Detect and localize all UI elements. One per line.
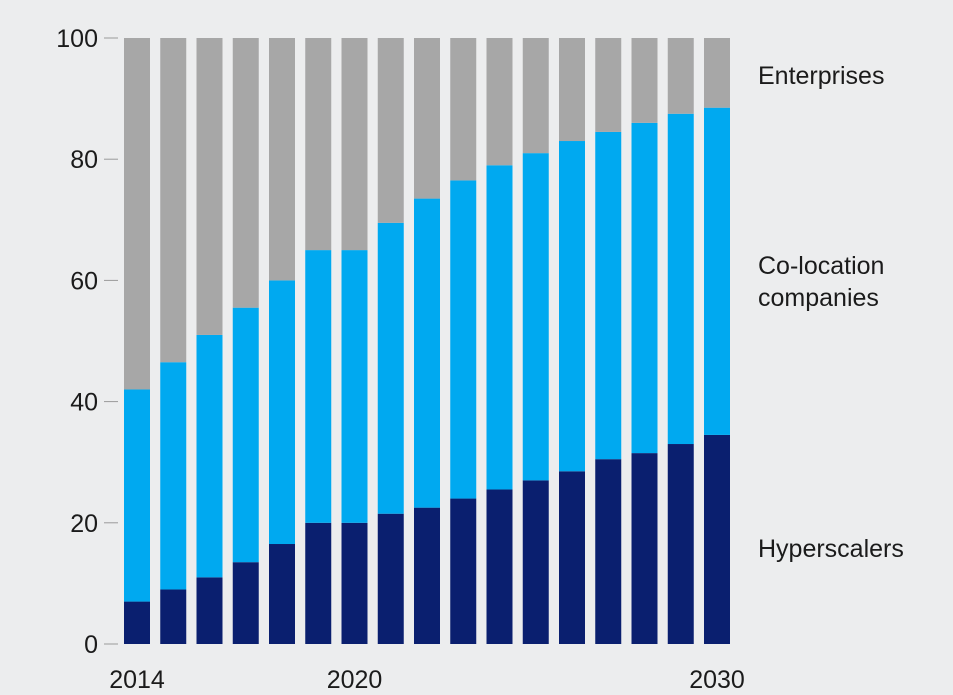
bar-segment-hyperscalers-2027 [595,459,622,644]
bar-segment-co-location-companies-2026 [559,141,585,472]
bar-segment-hyperscalers-2021 [377,513,404,644]
bar-segment-co-location-companies-2017 [232,307,259,563]
bar-segment-hyperscalers-2017 [232,562,259,644]
x-tick-label: 2030 [689,666,745,694]
bar-segment-enterprises-2027 [595,38,622,132]
bar-segment-enterprises-2030 [704,38,730,108]
bar-segment-hyperscalers-2019 [305,522,332,644]
bar-segment-hyperscalers-2028 [631,453,658,644]
y-tick-label: 20 [70,510,98,538]
bar-segment-co-location-companies-2023 [450,180,477,499]
y-tick-label: 80 [70,146,98,174]
bar-segment-co-location-companies-2020 [341,250,368,523]
legend-entry-line: companies [758,284,879,312]
bar-segment-hyperscalers-2025 [522,480,549,644]
bar-segment-co-location-companies-2025 [522,153,549,481]
bar-segment-enterprises-2028 [631,38,658,123]
bar-segment-enterprises-2018 [269,38,295,281]
bar-segment-enterprises-2024 [486,38,513,166]
bar-segment-hyperscalers-2014 [124,601,150,644]
bar-segment-enterprises-2015 [160,38,187,363]
legend-entry-line: Co-location [758,252,884,280]
bar-segment-enterprises-2023 [450,38,477,181]
bar-segment-hyperscalers-2018 [269,544,295,644]
bar-segment-co-location-companies-2029 [667,113,694,445]
x-tick-label: 2014 [109,666,165,694]
bar-segment-enterprises-2017 [232,38,259,308]
bar-segment-hyperscalers-2024 [486,489,513,644]
bar-segment-enterprises-2021 [377,38,404,223]
bar-segment-co-location-companies-2018 [269,280,295,545]
bar-segment-enterprises-2022 [414,38,440,199]
bar-segment-co-location-companies-2027 [595,131,622,460]
bar-segment-hyperscalers-2029 [667,444,694,644]
bar-segment-co-location-companies-2019 [305,250,332,523]
bar-segment-co-location-companies-2021 [377,222,404,514]
bar-segment-hyperscalers-2020 [341,522,368,644]
bar-segment-enterprises-2014 [124,38,150,390]
legend-entry-line: Enterprises [758,62,884,90]
bar-segment-hyperscalers-2023 [450,498,477,644]
legend-entry: Enterprises [758,62,884,90]
bar-segment-hyperscalers-2015 [160,589,187,644]
bar-segment-enterprises-2020 [341,38,368,251]
bar-segment-co-location-companies-2030 [704,107,730,435]
bar-segment-co-location-companies-2024 [486,165,513,490]
bar-segment-enterprises-2016 [196,38,223,335]
bar-segment-co-location-companies-2015 [160,362,187,590]
legend-entry-line: Hyperscalers [758,535,904,563]
y-tick-label: 0 [84,631,98,659]
y-tick-label: 100 [56,25,98,53]
legend-entry: Co-location companies [758,252,884,312]
bar-segment-hyperscalers-2016 [196,577,223,644]
bar-segment-enterprises-2026 [559,38,585,142]
bar-segment-hyperscalers-2030 [704,434,730,644]
bar-segment-co-location-companies-2022 [414,198,440,508]
bar-segment-enterprises-2019 [305,38,332,251]
bar-segment-hyperscalers-2022 [414,507,440,644]
y-tick-label: 60 [70,267,98,295]
bar-segment-hyperscalers-2026 [559,471,585,644]
legend-entry: Hyperscalers [758,535,904,563]
bar-segment-enterprises-2025 [522,38,549,154]
bar-segment-enterprises-2029 [667,38,694,114]
y-tick-label: 40 [70,389,98,417]
bar-segment-co-location-companies-2014 [124,389,150,602]
x-tick-label: 2020 [327,666,383,694]
bar-segment-co-location-companies-2016 [196,334,223,578]
bar-segment-co-location-companies-2028 [631,122,658,454]
